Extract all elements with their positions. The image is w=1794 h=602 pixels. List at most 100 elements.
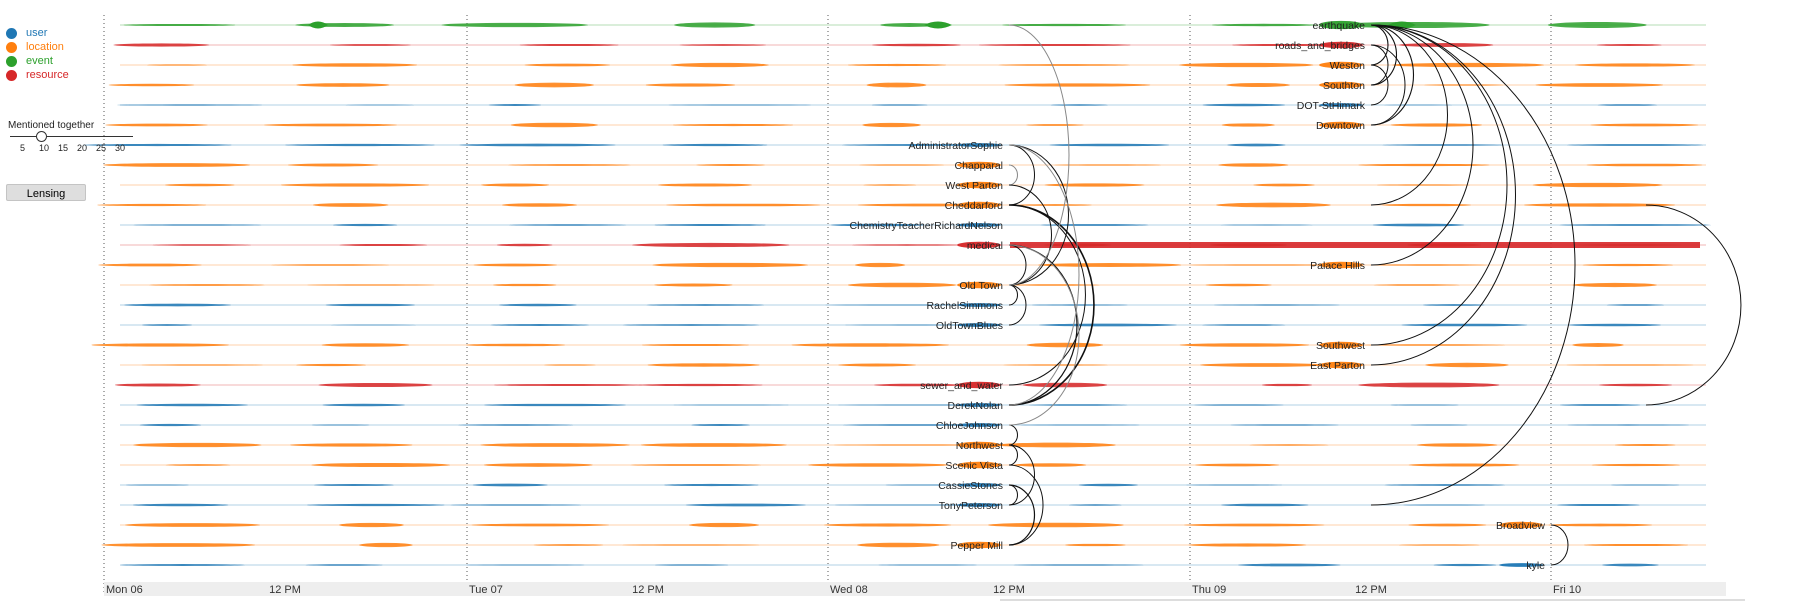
time-axis: Mon 06 12 PM Tue 07 12 PM Wed 08 12 PM Thu 09 1… (104, 582, 1745, 601)
legend-swatch (6, 70, 17, 81)
track-label-dot-sthimark[interactable]: DOT-StHimark (1297, 100, 1366, 112)
track-label-southton[interactable]: Southton (1323, 80, 1365, 92)
track-volume (1416, 443, 1498, 447)
track-volume (103, 163, 251, 167)
track-burst (957, 441, 1001, 449)
slider-tick: 20 (77, 143, 88, 153)
track-volume (791, 343, 950, 347)
track-burst (1319, 261, 1363, 269)
track-volume (1026, 342, 1104, 348)
track-volume (1614, 444, 1676, 446)
track-label-chapparal[interactable]: Chapparal (955, 160, 1003, 172)
track-label-pepper-mill[interactable]: Pepper Mill (950, 540, 1003, 552)
track-label-northwest[interactable]: Northwest (956, 440, 1003, 452)
track-volume (647, 363, 760, 367)
track-volume (872, 43, 961, 47)
track-label-medical[interactable]: medical (967, 240, 1003, 252)
track-label-palace-hills[interactable]: Palace Hills (1310, 260, 1365, 272)
mentioned-together-slider[interactable]: Mentioned together 5 10 15 20 25 30 (8, 120, 133, 155)
track-label-east-parton[interactable]: East Parton (1310, 360, 1365, 372)
track-label-dereknolan[interactable]: DerekNolan (948, 400, 1004, 412)
track-volume (1390, 404, 1459, 406)
track-label-cheddarford[interactable]: Cheddarford (945, 200, 1004, 212)
track-label-broadview[interactable]: Broadview (1496, 520, 1545, 532)
track-volume (312, 203, 389, 207)
track-label-chemistryteacherrichardnelson[interactable]: ChemistryTeacherRichardNelson (850, 220, 1004, 232)
track-burst (957, 381, 1001, 389)
track-volume (645, 83, 736, 87)
track-volume (1574, 63, 1696, 67)
track-burst (957, 423, 1001, 427)
track-volume (1049, 143, 1170, 147)
track-volume (450, 504, 582, 506)
track-volume (1586, 163, 1703, 167)
track-label-cassiestones[interactable]: CassieStones (938, 480, 1003, 492)
track-volume (339, 522, 404, 528)
track-volume (139, 423, 202, 427)
track-volume (471, 523, 610, 527)
track-burst (1319, 81, 1363, 89)
track-label-kyle[interactable]: kyle (1526, 560, 1545, 572)
track-burst (1499, 521, 1543, 529)
track-label-scenic-vista[interactable]: Scenic Vista (945, 460, 1003, 472)
track-volume (1423, 304, 1485, 306)
track-volume (1532, 182, 1663, 188)
track-label-roads-and-bridges[interactable]: roads_and_bridges (1275, 40, 1365, 52)
track-volume (466, 564, 585, 566)
track-volume (1424, 84, 1504, 86)
track-label-weston[interactable]: Weston (1330, 60, 1366, 72)
track-volume (844, 324, 980, 326)
track-volume (998, 64, 1131, 66)
track-volume (311, 424, 370, 426)
track-label-tonypeterson[interactable]: TonyPeterson (939, 500, 1003, 512)
track-volume (1372, 223, 1465, 227)
slider-track[interactable] (10, 131, 133, 143)
track-volume (871, 104, 928, 106)
legend-item-resource[interactable]: resource (6, 68, 69, 82)
co-mention-arc (1370, 24, 1448, 206)
track-volume (1392, 62, 1545, 68)
track-volume (1194, 404, 1284, 406)
track-volume (1606, 304, 1665, 306)
track-volume (488, 104, 542, 106)
track-volume (325, 303, 415, 307)
slider-handle[interactable] (36, 131, 47, 142)
axis-noon-label: 12 PM (269, 584, 301, 596)
track-volume (654, 564, 729, 566)
track-label-administratorsophie[interactable]: AdministratorSophie (908, 140, 1003, 152)
track-volume (473, 263, 558, 267)
track-volume (280, 183, 430, 187)
track-volume (673, 404, 789, 406)
legend-item-location[interactable]: location (6, 40, 69, 54)
axis-day-label: Mon 06 (106, 584, 143, 596)
track-label-southwest[interactable]: Southwest (1316, 340, 1365, 352)
track-label-west-parton[interactable]: West Parton (945, 180, 1003, 192)
track-volume (533, 544, 604, 546)
track-label-chloejohnson[interactable]: ChloeJohnson (936, 420, 1003, 432)
co-mention-arc (1008, 484, 1018, 506)
track-volume (285, 143, 435, 147)
track-volume (322, 403, 405, 407)
legend-label: location (26, 41, 64, 53)
track-volume (108, 83, 195, 87)
track-burst (1319, 103, 1363, 107)
track-label-oldtownblues[interactable]: OldTownBlues (936, 320, 1003, 332)
legend-item-user[interactable]: user (6, 26, 69, 40)
track-label-sewer-and-water[interactable]: sewer_and_water (920, 380, 1003, 392)
track-volume (1188, 264, 1340, 266)
track-burst (957, 201, 1001, 209)
track-label-old-town[interactable]: Old Town (959, 280, 1003, 292)
axis-day-label: Tue 07 (469, 584, 503, 596)
track-label-earthquake[interactable]: earthquake (1312, 20, 1365, 32)
legend-item-event[interactable]: event (6, 54, 69, 68)
axis-day-label: Thu 09 (1192, 584, 1226, 596)
track-volume (1358, 163, 1490, 167)
track-label-downtown[interactable]: Downtown (1316, 120, 1365, 132)
track-volume (1547, 21, 1647, 29)
track-burst (957, 181, 1001, 189)
track-volume (82, 143, 232, 147)
legend-label: user (26, 27, 48, 39)
track-label-rachelsimmons[interactable]: RachelSimmons (927, 300, 1003, 312)
lensing-button[interactable]: Lensing (6, 184, 86, 201)
